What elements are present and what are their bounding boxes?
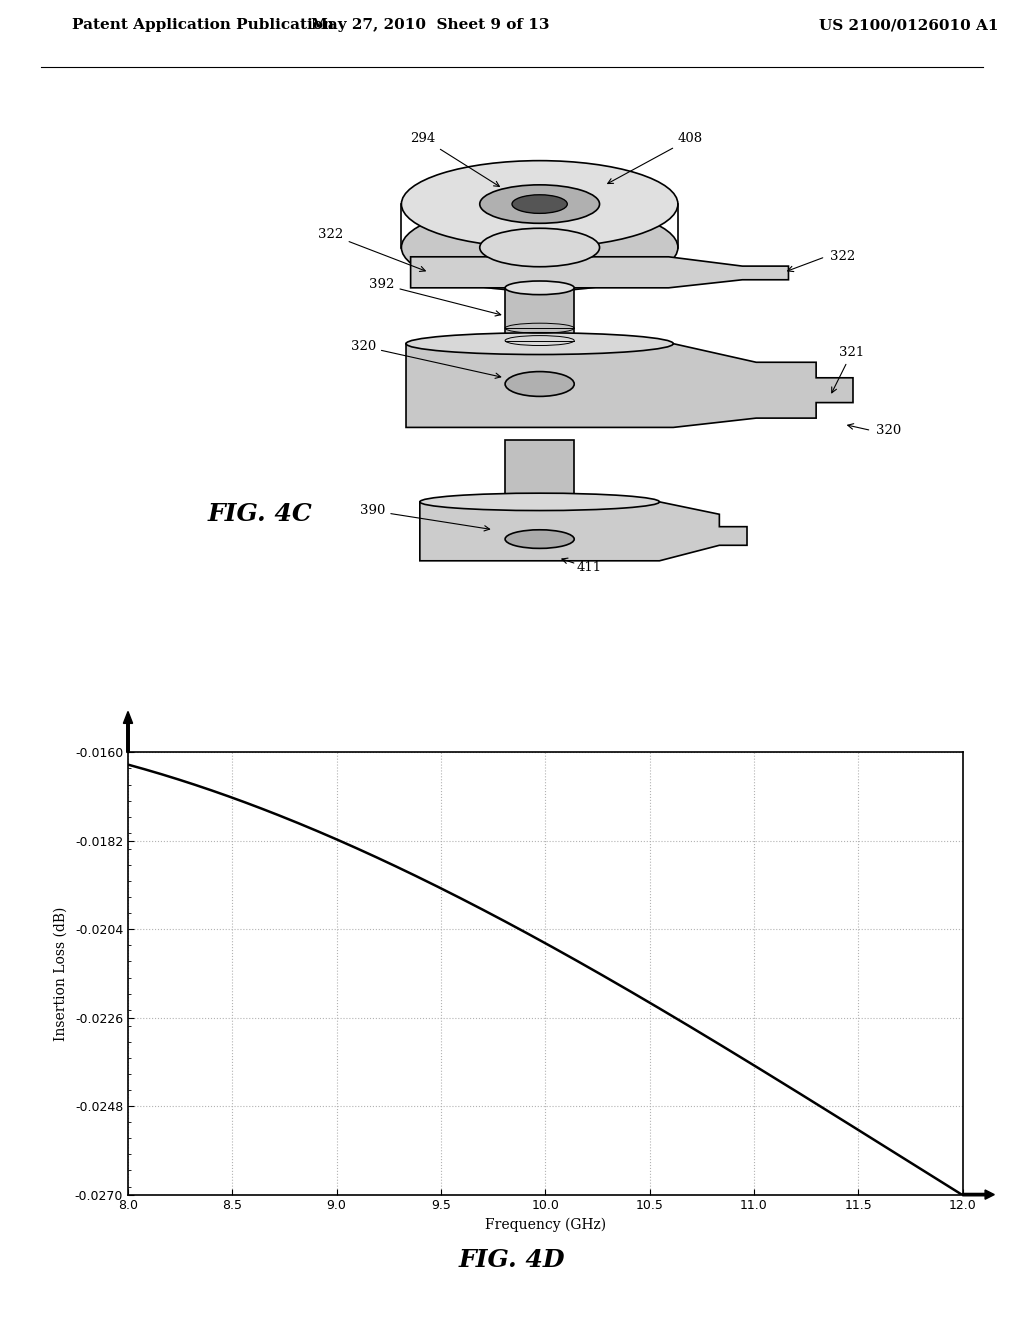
Ellipse shape xyxy=(401,161,678,248)
Ellipse shape xyxy=(505,529,574,548)
Text: Patent Application Publication: Patent Application Publication xyxy=(72,18,334,33)
Text: May 27, 2010  Sheet 9 of 13: May 27, 2010 Sheet 9 of 13 xyxy=(311,18,549,33)
Y-axis label: Insertion Loss (dB): Insertion Loss (dB) xyxy=(54,907,68,1040)
Ellipse shape xyxy=(479,228,600,267)
Text: 321: 321 xyxy=(831,346,864,393)
Polygon shape xyxy=(420,502,748,561)
Text: 392: 392 xyxy=(370,277,501,315)
Ellipse shape xyxy=(401,205,678,290)
Ellipse shape xyxy=(420,494,659,511)
Text: 320: 320 xyxy=(351,339,501,379)
X-axis label: Frequency (GHz): Frequency (GHz) xyxy=(484,1218,606,1233)
Bar xyxy=(505,288,574,378)
Polygon shape xyxy=(411,257,788,288)
Text: FIG. 4D: FIG. 4D xyxy=(459,1247,565,1271)
Text: 408: 408 xyxy=(607,132,703,183)
Polygon shape xyxy=(406,343,853,428)
Bar xyxy=(505,440,574,517)
Ellipse shape xyxy=(479,185,600,223)
Ellipse shape xyxy=(512,195,567,214)
Text: 320: 320 xyxy=(877,424,901,437)
Ellipse shape xyxy=(505,372,574,396)
Text: US 2100/0126010 A1: US 2100/0126010 A1 xyxy=(819,18,998,33)
Text: 322: 322 xyxy=(829,251,855,263)
Text: 322: 322 xyxy=(318,228,425,272)
Text: 411: 411 xyxy=(577,561,602,573)
Text: 294: 294 xyxy=(411,132,500,186)
Ellipse shape xyxy=(406,333,674,355)
Text: FIG. 4C: FIG. 4C xyxy=(208,503,312,527)
Text: 390: 390 xyxy=(360,504,489,531)
Ellipse shape xyxy=(505,281,574,294)
